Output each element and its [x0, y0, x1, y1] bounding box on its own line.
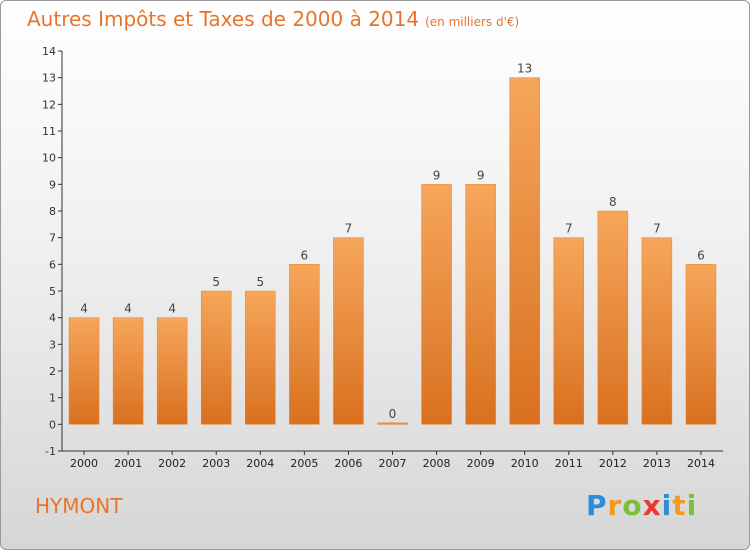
y-tick-label: 7: [49, 232, 56, 245]
logo-letter: i: [686, 489, 698, 522]
x-tick-label: 2003: [202, 457, 230, 470]
y-tick-label: 13: [42, 72, 56, 85]
data-label: 9: [477, 168, 485, 182]
data-label: 8: [609, 195, 617, 209]
y-tick-label: 8: [49, 205, 56, 218]
x-tick-label: 2005: [290, 457, 318, 470]
data-label: 4: [124, 302, 132, 316]
data-label: 0: [389, 407, 397, 421]
data-label: 5: [256, 275, 264, 289]
x-tick-label: 2010: [511, 457, 539, 470]
y-tick-label: 5: [49, 285, 56, 298]
logo-letter: t: [672, 489, 687, 522]
bar: [465, 184, 496, 425]
data-label: 13: [517, 62, 532, 76]
y-tick-label: 11: [42, 125, 56, 138]
bar: [421, 184, 452, 425]
x-tick-label: 2007: [379, 457, 407, 470]
chart-title: Autres Impôts et Taxes de 2000 à 2014 (en…: [27, 7, 519, 31]
data-label: 4: [168, 302, 176, 316]
y-tick-label: -1: [45, 445, 56, 458]
proxiti-logo: Proxiti: [586, 489, 697, 522]
data-label: 6: [301, 248, 309, 262]
logo-letter: o: [622, 489, 643, 522]
y-tick-label: 12: [42, 98, 56, 111]
bar: [333, 237, 364, 425]
x-tick-label: 2012: [599, 457, 627, 470]
y-tick-label: 10: [42, 152, 56, 165]
x-tick-label: 2009: [467, 457, 495, 470]
data-label: 7: [565, 222, 573, 236]
bar: [553, 237, 585, 425]
bar: [685, 264, 717, 425]
bar: [156, 317, 188, 425]
y-tick-label: 0: [49, 418, 56, 431]
y-tick-label: 6: [49, 258, 56, 271]
y-tick-label: 9: [49, 178, 56, 191]
y-tick-label: 2: [49, 365, 56, 378]
x-tick-label: 2013: [643, 457, 671, 470]
chart-title-text: Autres Impôts et Taxes de 2000 à 2014: [27, 7, 420, 31]
y-tick-label: 4: [49, 312, 56, 325]
y-tick-label: 1: [49, 392, 56, 405]
x-tick-label: 2011: [555, 457, 583, 470]
x-tick-label: 2000: [70, 457, 98, 470]
data-label: 5: [212, 275, 220, 289]
bar: [289, 264, 320, 425]
bar: [509, 77, 540, 425]
bar: [68, 317, 100, 425]
logo-letter: i: [661, 489, 673, 522]
bar: [597, 210, 629, 425]
chart-subtitle: (en milliers d'€): [425, 15, 520, 29]
bar: [200, 290, 232, 425]
bar: [641, 237, 673, 425]
data-label: 4: [80, 302, 88, 316]
bar: [245, 290, 276, 425]
bar: [112, 317, 144, 425]
x-tick-label: 2002: [158, 457, 186, 470]
commune-name: HYMONT: [35, 494, 123, 518]
y-tick-label: 14: [42, 45, 56, 58]
data-label: 9: [433, 168, 441, 182]
data-label: 7: [345, 222, 353, 236]
x-tick-label: 2014: [687, 457, 715, 470]
y-tick-label: 3: [49, 338, 56, 351]
x-tick-label: 2004: [246, 457, 274, 470]
bar: [377, 422, 408, 425]
x-tick-label: 2006: [334, 457, 362, 470]
logo-letter: P: [586, 489, 608, 522]
logo-letter: r: [607, 489, 623, 522]
data-label: 7: [653, 222, 661, 236]
x-tick-label: 2001: [114, 457, 142, 470]
x-tick-label: 2008: [423, 457, 451, 470]
logo-letter: x: [642, 489, 662, 522]
data-label: 6: [697, 248, 705, 262]
